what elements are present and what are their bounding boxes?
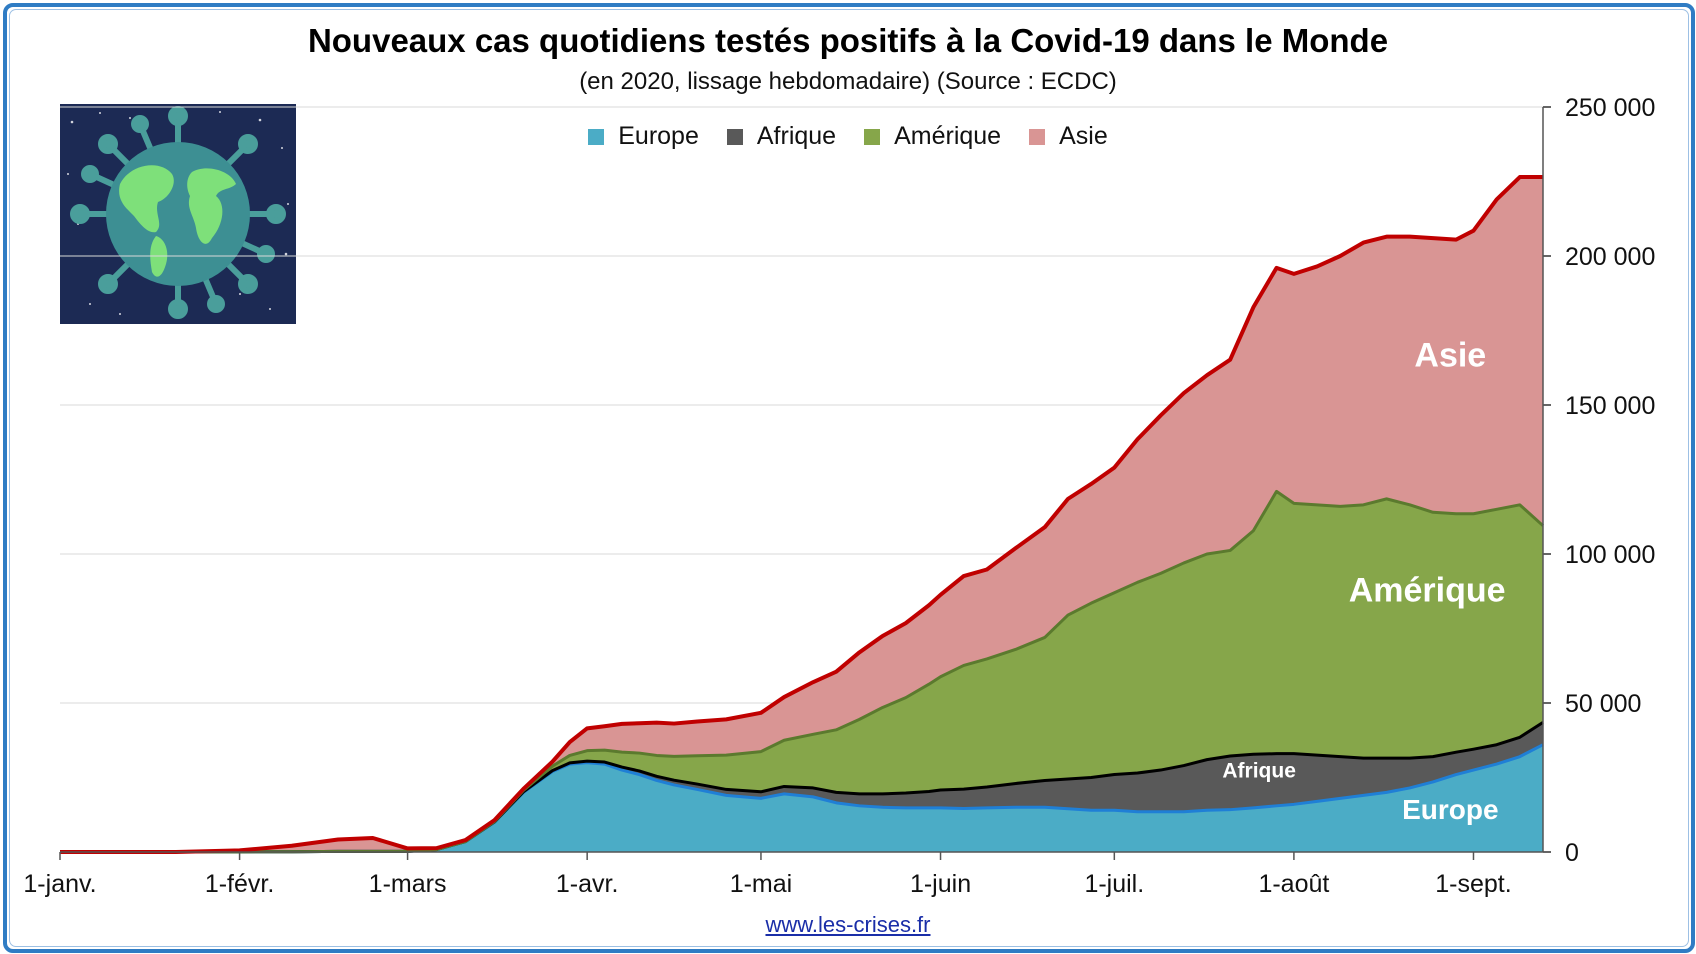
x-tick-label: 1-mars (369, 870, 447, 898)
virus-globe-icon (60, 104, 296, 324)
x-tick-label: 1-sept. (1435, 870, 1511, 898)
y-tick-label: 150 000 (1565, 392, 1655, 420)
legend-swatch (864, 128, 881, 145)
area-europe (60, 744, 1543, 852)
y-tick-label: 50 000 (1565, 690, 1641, 718)
legend-swatch (1029, 128, 1046, 145)
y-tick-label: 200 000 (1565, 243, 1655, 271)
y-tick-label: 250 000 (1565, 94, 1655, 122)
area-asie (60, 177, 1543, 852)
legend-item-afrique: Afrique (726, 122, 837, 151)
y-tick-label: 100 000 (1565, 541, 1655, 569)
legend-item-europe: Europe (588, 122, 699, 151)
legend-item-amérique: Amérique (864, 122, 1001, 151)
legend-item-asie: Asie (1029, 122, 1108, 151)
x-tick-label: 1-avr. (556, 870, 619, 898)
legend-label: Afrique (756, 122, 837, 150)
x-tick-label: 1-mai (730, 870, 793, 898)
legend-swatch (726, 128, 743, 145)
area-afrique (60, 722, 1543, 852)
chart-subtitle: (en 2020, lissage hebdomadaire) (Source … (579, 68, 1117, 95)
legend-label: Europe (618, 122, 699, 150)
label-afrique: Afrique (1222, 760, 1296, 783)
line-asie (60, 175, 1543, 854)
label-europe: Europe (1402, 794, 1498, 825)
y-tick-label: 0 (1565, 839, 1579, 867)
label-amérique: Amérique (1349, 572, 1506, 610)
area-amérique (60, 491, 1543, 852)
legend-label: Amérique (894, 122, 1002, 150)
legend-swatch (588, 128, 605, 145)
x-tick-label: 1-août (1258, 870, 1329, 898)
chart-title: Nouveaux cas quotidiens testés positifs … (307, 22, 1389, 59)
x-tick-label: 1-févr. (205, 870, 274, 898)
label-asie: Asie (1414, 336, 1486, 374)
x-tick-label: 1-juil. (1084, 870, 1144, 898)
legend: Europe Afrique Amérique Asie (0, 122, 1696, 152)
legend-label: Asie (1059, 122, 1108, 150)
x-tick-label: 1-janv. (23, 870, 96, 898)
x-tick-label: 1-juin (910, 870, 971, 898)
source-link[interactable]: www.les-crises.fr (765, 912, 931, 937)
